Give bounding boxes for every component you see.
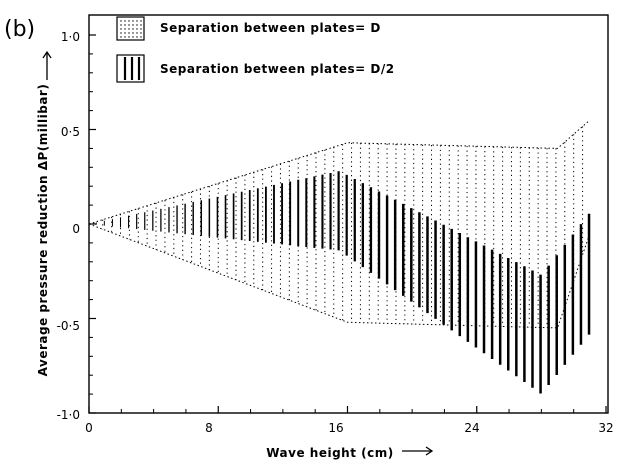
legend-dot xyxy=(140,36,142,38)
legend-dot xyxy=(132,36,134,38)
y-axis-arrow xyxy=(42,50,52,80)
legend-dot xyxy=(140,24,142,26)
legend-dot xyxy=(120,20,122,22)
legend-dot xyxy=(136,36,138,38)
legend-dot xyxy=(120,36,122,38)
x-tick-label-3: 24 xyxy=(464,421,479,435)
legend-swatch-dotted-pattern xyxy=(120,20,142,38)
legend: Separation between plates= D Separation … xyxy=(116,16,395,83)
legend-label-lines: Separation between plates= D/2 xyxy=(160,62,395,76)
y-tick-label-2: 0 xyxy=(72,222,80,236)
legend-swatch-lines xyxy=(116,54,145,83)
legend-dot xyxy=(120,32,122,34)
legend-dot xyxy=(128,32,130,34)
x-tick-label-1: 8 xyxy=(205,421,213,435)
legend-label-dotted: Separation between plates= D xyxy=(160,21,381,35)
legend-dot xyxy=(128,20,130,22)
legend-dot xyxy=(124,20,126,22)
y-tick-label-0: 1·0 xyxy=(61,30,80,44)
legend-dot xyxy=(136,20,138,22)
y-tick-label-4: -1·0 xyxy=(57,408,80,422)
series-d2-line-region xyxy=(95,171,591,394)
legend-dot xyxy=(128,28,130,30)
y-axis-label: Average pressure reduction ΔP(millibar) xyxy=(36,84,50,377)
x-tick-label-4: 32 xyxy=(598,421,613,435)
legend-dot xyxy=(140,28,142,30)
legend-dot xyxy=(124,28,126,30)
x-tick-label-2: 16 xyxy=(328,421,343,435)
legend-dot xyxy=(124,24,126,26)
legend-dot xyxy=(128,24,130,26)
x-axis-label: Wave height (cm) xyxy=(266,446,393,460)
legend-dot xyxy=(140,20,142,22)
y-tick-label-1: 0·5 xyxy=(61,125,80,139)
legend-dot xyxy=(120,24,122,26)
x-axis-arrow xyxy=(402,446,434,456)
legend-dot xyxy=(136,24,138,26)
plot-frame xyxy=(88,14,609,414)
legend-dot xyxy=(132,20,134,22)
y-tick-label-3: -0·5 xyxy=(57,319,80,333)
legend-dot xyxy=(128,36,130,38)
legend-dot xyxy=(136,32,138,34)
legend-dot xyxy=(124,32,126,34)
legend-dot xyxy=(132,24,134,26)
legend-dot xyxy=(120,28,122,30)
legend-dot xyxy=(132,28,134,30)
legend-dot xyxy=(140,32,142,34)
panel-label: (b) xyxy=(4,17,35,42)
legend-dot xyxy=(136,28,138,30)
legend-dot xyxy=(124,36,126,38)
legend-swatch-dotted xyxy=(116,16,145,41)
axis-ticks xyxy=(88,34,607,414)
series-d-upper-boundary xyxy=(88,119,591,225)
legend-dot xyxy=(132,32,134,34)
x-tick-label-0: 0 xyxy=(85,421,93,435)
legend-swatch-lines-pattern xyxy=(123,57,141,80)
